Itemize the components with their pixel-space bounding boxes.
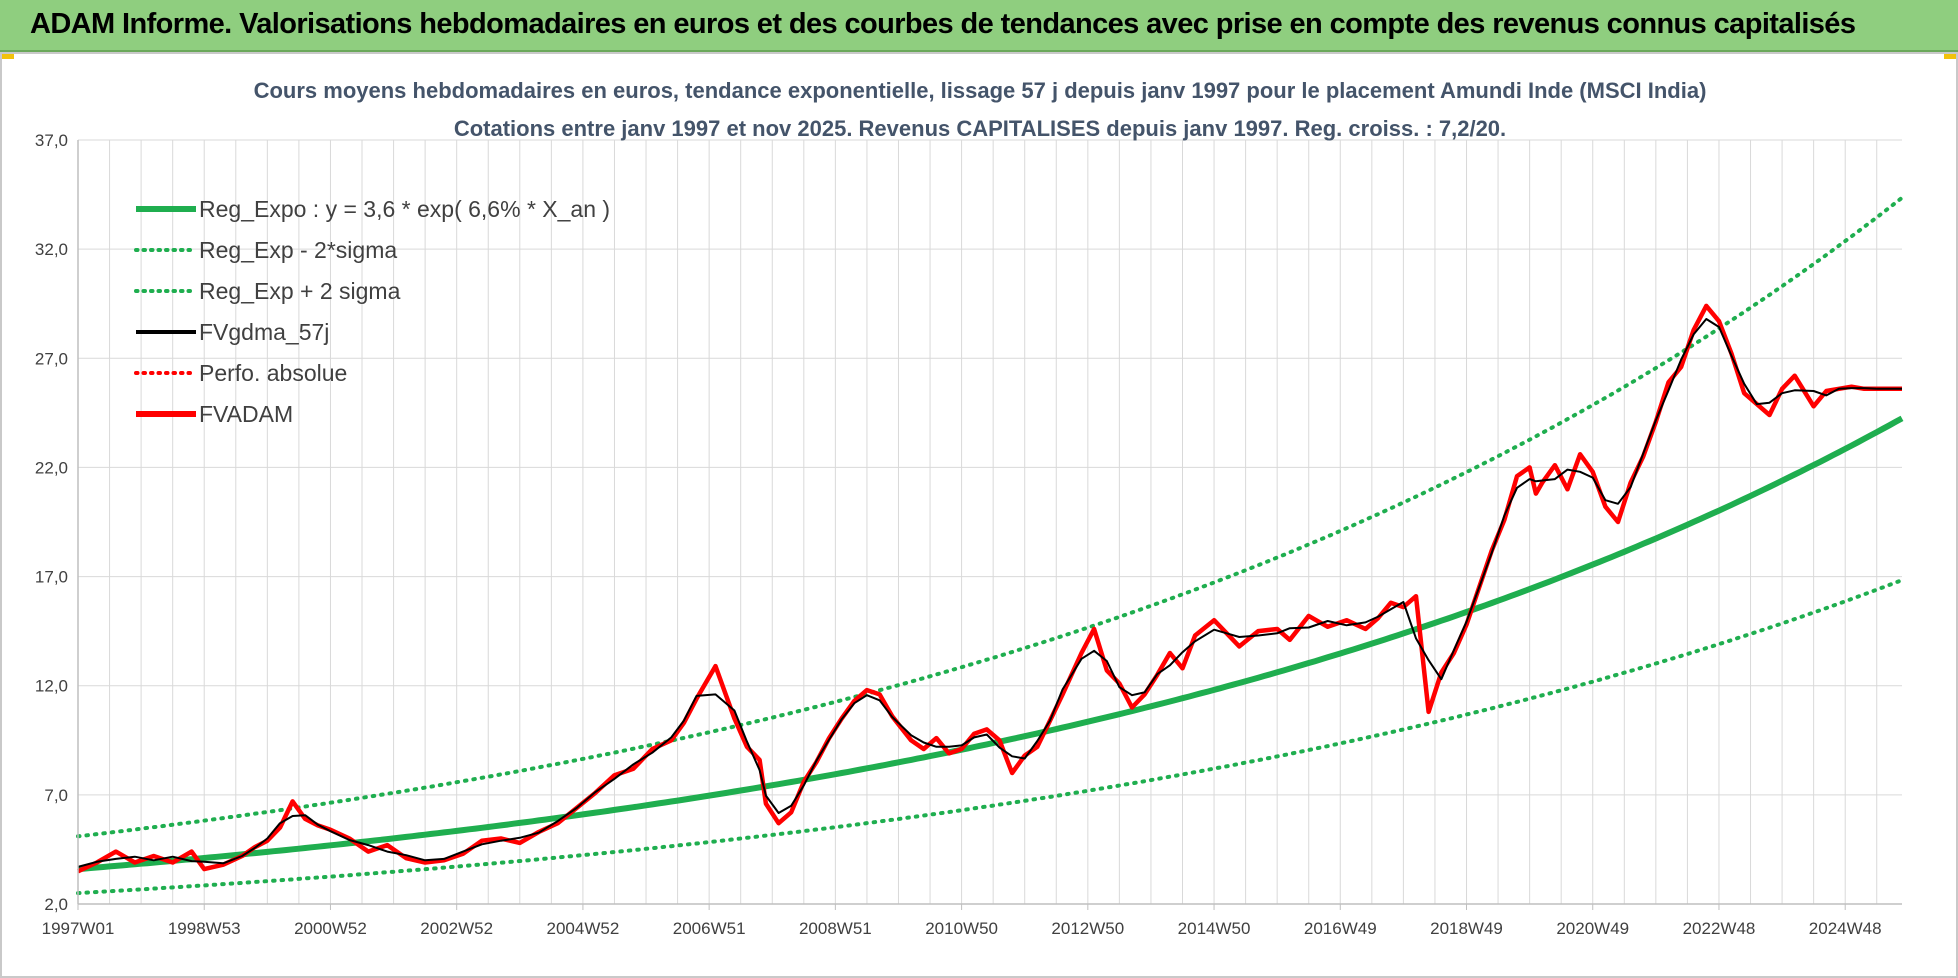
y-tick-label: 7,0	[44, 786, 68, 805]
x-tick-label: 2018W49	[1430, 919, 1503, 938]
y-tick-label: 27,0	[35, 349, 68, 368]
x-tick-label: 2008W51	[799, 919, 872, 938]
legend-label: Reg_Exp + 2 sigma	[199, 278, 401, 304]
legend-label: Perfo. absolue	[199, 360, 347, 386]
x-tick-label: 2022W48	[1683, 919, 1756, 938]
x-tick-label: 1997W01	[42, 919, 115, 938]
series-reg-exp-plus-2sigma	[76, 195, 1904, 839]
series-fvadam	[77, 303, 1902, 874]
legend-label: Reg_Expo : y = 3,6 * exp( 6,6% * X_an )	[199, 196, 610, 222]
x-tick-label: 2024W48	[1809, 919, 1882, 938]
y-tick-label: 22,0	[35, 458, 68, 477]
report-header: ADAM Informe. Valorisations hebdomadaire…	[0, 0, 1958, 52]
x-tick-label: 2000W52	[294, 919, 367, 938]
legend-label: FVgdma_57j	[199, 319, 329, 345]
y-tick-label: 37,0	[35, 131, 68, 150]
x-tick-label: 2014W50	[1178, 919, 1251, 938]
chart-frame: 2,0 7,0 12,0 17,0 22,0 27,0 32,0 37,0 1997W01 199…	[0, 52, 1958, 978]
x-tick-label: 2012W50	[1051, 919, 1124, 938]
series-fvgdma-57j	[77, 318, 1902, 868]
y-tick-label: 32,0	[35, 240, 68, 259]
y-tick-label: 17,0	[35, 568, 68, 587]
plot-area	[76, 195, 1904, 896]
frame-corner-marker	[2, 54, 14, 59]
series-reg-expo	[77, 415, 1904, 873]
x-tick-label: 2006W51	[673, 919, 746, 938]
x-tick-label: 2002W52	[420, 919, 493, 938]
x-tick-label: 2020W49	[1556, 919, 1629, 938]
chart-title-line-2: Cotations entre janv 1997 et nov 2025. R…	[454, 116, 1506, 141]
frame-corner-marker	[1944, 54, 1956, 59]
x-tick-label: 1998W53	[168, 919, 241, 938]
series-reg-exp-minus-2sigma	[76, 578, 1904, 896]
legend-label: Reg_Exp - 2*sigma	[199, 237, 397, 263]
x-tick-label: 2010W50	[925, 919, 998, 938]
y-tick-label: 2,0	[44, 895, 68, 914]
legend: Reg_Expo : y = 3,6 * exp( 6,6% * X_an ) R…	[134, 196, 610, 427]
line-chart: 2,0 7,0 12,0 17,0 22,0 27,0 32,0 37,0 1997W01 199…	[35, 78, 1904, 938]
axes: 2,0 7,0 12,0 17,0 22,0 27,0 32,0 37,0 1997W01 199…	[35, 131, 1902, 938]
chart-title: Cours moyens hebdomadaires en euros, ten…	[254, 78, 1707, 141]
chart-title-line-1: Cours moyens hebdomadaires en euros, ten…	[254, 78, 1707, 103]
x-tick-label: 2004W52	[547, 919, 620, 938]
y-tick-label: 12,0	[35, 677, 68, 696]
x-tick-label: 2016W49	[1304, 919, 1377, 938]
legend-label: FVADAM	[199, 401, 293, 427]
report-title: ADAM Informe. Valorisations hebdomadaire…	[30, 8, 1856, 40]
